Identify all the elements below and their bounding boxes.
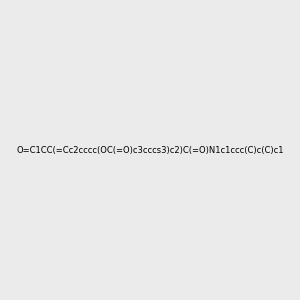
Text: O=C1CC(=Cc2cccc(OC(=O)c3cccs3)c2)C(=O)N1c1ccc(C)c(C)c1: O=C1CC(=Cc2cccc(OC(=O)c3cccs3)c2)C(=O)N1… [16, 146, 284, 154]
